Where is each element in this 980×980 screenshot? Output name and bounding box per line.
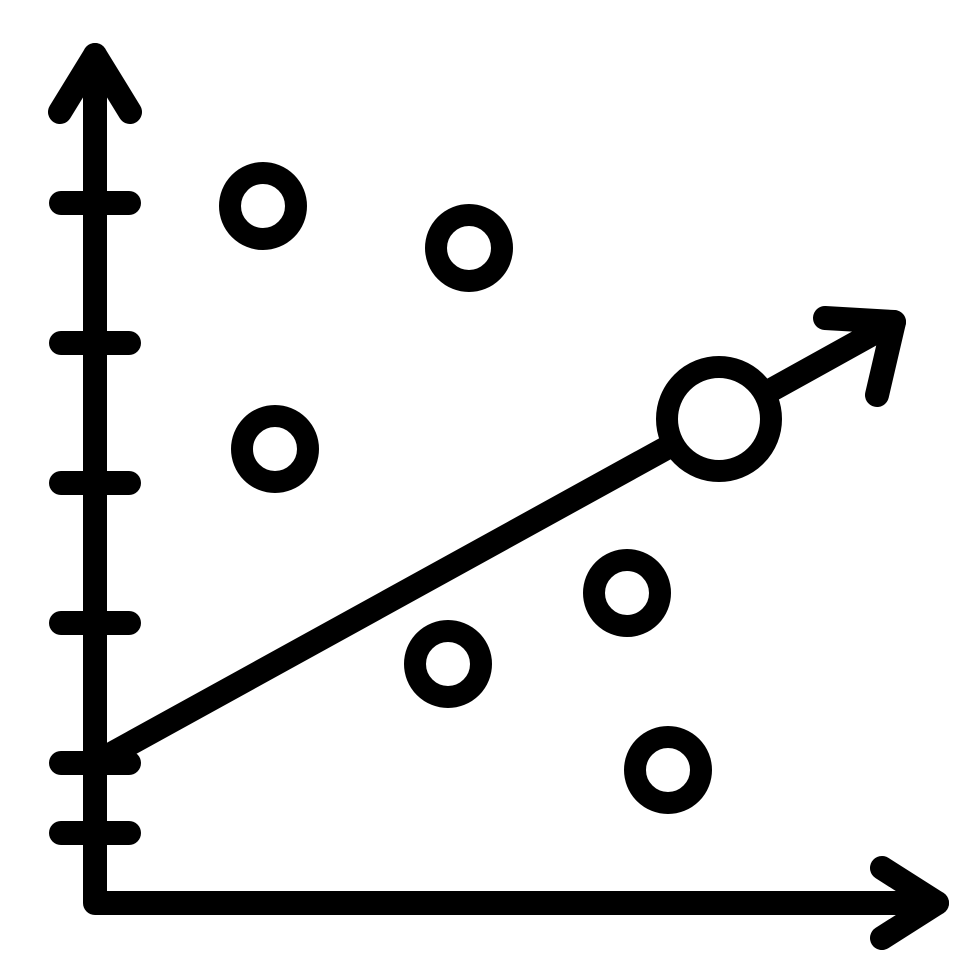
scatter-point [594,560,660,626]
axes [95,55,937,903]
scatter-point [436,215,502,281]
trend-highlight-point [667,367,771,471]
scatter-point [635,737,701,803]
scatter-point [242,416,308,482]
scatter-point [415,631,481,697]
scatter-plot-icon [0,0,980,980]
scatter-point [230,173,296,239]
